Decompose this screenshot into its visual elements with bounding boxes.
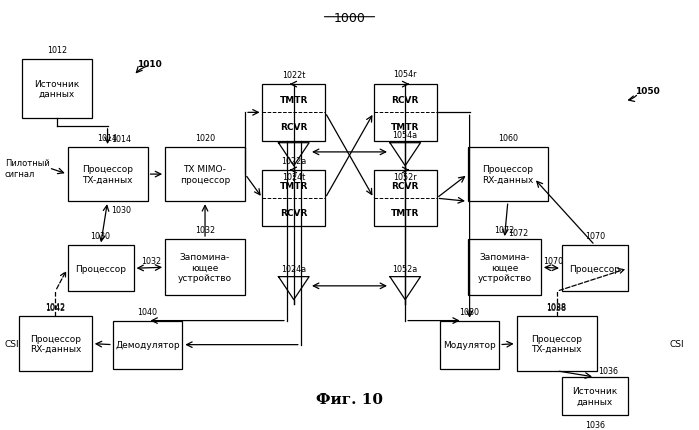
Text: RCVR: RCVR	[391, 95, 419, 104]
Text: Процессор: Процессор	[75, 264, 126, 273]
Text: TMTR: TMTR	[280, 181, 308, 190]
Text: 1070: 1070	[543, 257, 563, 265]
Text: 1060: 1060	[498, 134, 518, 142]
Text: 1014: 1014	[111, 135, 131, 143]
Text: RCVR: RCVR	[391, 181, 419, 190]
Text: 1030: 1030	[111, 206, 131, 215]
FancyBboxPatch shape	[440, 321, 499, 369]
FancyBboxPatch shape	[262, 85, 325, 141]
FancyBboxPatch shape	[374, 85, 437, 141]
FancyBboxPatch shape	[562, 246, 628, 292]
Text: Фиг. 10: Фиг. 10	[316, 393, 383, 406]
Text: 1072: 1072	[494, 225, 514, 234]
FancyBboxPatch shape	[517, 316, 597, 371]
Text: Пилотный
сигнал: Пилотный сигнал	[5, 159, 50, 178]
Text: 1038: 1038	[547, 303, 567, 312]
Text: 1010: 1010	[137, 59, 162, 68]
Text: Запомина-
ющее
устройство: Запомина- ющее устройство	[477, 253, 531, 283]
Text: TMTR: TMTR	[391, 208, 419, 217]
FancyBboxPatch shape	[22, 60, 92, 118]
Text: 1024t: 1024t	[282, 172, 305, 181]
Text: RCVR: RCVR	[280, 123, 308, 132]
Text: CSI: CSI	[5, 339, 20, 348]
Text: 1042: 1042	[45, 304, 66, 313]
Text: 1024a: 1024a	[281, 265, 306, 273]
Text: 1052r: 1052r	[394, 172, 417, 181]
FancyBboxPatch shape	[165, 240, 245, 296]
FancyBboxPatch shape	[113, 321, 182, 369]
Text: RCVR: RCVR	[280, 208, 308, 217]
Text: TX MIMO-
процессор: TX MIMO- процессор	[180, 165, 230, 184]
FancyBboxPatch shape	[374, 171, 437, 227]
Text: 1014: 1014	[98, 134, 117, 142]
Text: 1052a: 1052a	[393, 265, 418, 273]
Text: 1038: 1038	[547, 304, 567, 313]
Text: 1012: 1012	[47, 46, 67, 55]
Text: Процессор
RX-данных: Процессор RX-данных	[29, 334, 81, 353]
Text: CSI: CSI	[670, 339, 684, 348]
Text: 1070: 1070	[585, 232, 605, 241]
Text: 1032: 1032	[195, 225, 215, 234]
Text: Источник
данных: Источник данных	[34, 80, 80, 99]
FancyBboxPatch shape	[19, 316, 92, 371]
Text: Процессор
TX-данных: Процессор TX-данных	[82, 165, 133, 184]
Text: 1042: 1042	[45, 303, 66, 312]
FancyBboxPatch shape	[68, 246, 134, 292]
Text: 1036: 1036	[585, 420, 605, 429]
Text: 1030: 1030	[91, 232, 110, 241]
FancyBboxPatch shape	[468, 240, 541, 296]
Text: 1080: 1080	[460, 307, 480, 316]
Text: Процессор: Процессор	[570, 264, 621, 273]
Text: 1072: 1072	[508, 228, 528, 237]
Text: TMTR: TMTR	[280, 95, 308, 104]
Text: 1040: 1040	[138, 307, 157, 316]
Text: 1000: 1000	[333, 12, 366, 25]
FancyBboxPatch shape	[562, 377, 628, 415]
Text: Модулятор: Модулятор	[443, 341, 496, 349]
Text: 1020: 1020	[195, 134, 215, 142]
Text: 1032: 1032	[141, 257, 161, 265]
FancyBboxPatch shape	[262, 171, 325, 227]
Text: ⋮: ⋮	[287, 169, 301, 183]
FancyBboxPatch shape	[68, 147, 147, 202]
Text: ⋮: ⋮	[398, 169, 412, 183]
Text: Запомина-
ющее
устройство: Запомина- ющее устройство	[178, 253, 232, 283]
Text: 1036: 1036	[598, 366, 619, 375]
Text: Процессор
TX-данных: Процессор TX-данных	[531, 334, 582, 353]
Text: Источник
данных: Источник данных	[572, 386, 617, 405]
FancyBboxPatch shape	[468, 147, 548, 202]
Text: 1022t: 1022t	[282, 71, 305, 80]
Text: 1054r: 1054r	[394, 70, 417, 79]
Text: Демодулятор: Демодулятор	[115, 341, 180, 349]
Text: 1054a: 1054a	[393, 130, 418, 139]
FancyBboxPatch shape	[165, 147, 245, 202]
Text: 1050: 1050	[635, 87, 660, 95]
Text: Процессор
RX-данных: Процессор RX-данных	[482, 165, 533, 184]
Text: 1022a: 1022a	[281, 157, 306, 166]
Text: TMTR: TMTR	[391, 123, 419, 132]
